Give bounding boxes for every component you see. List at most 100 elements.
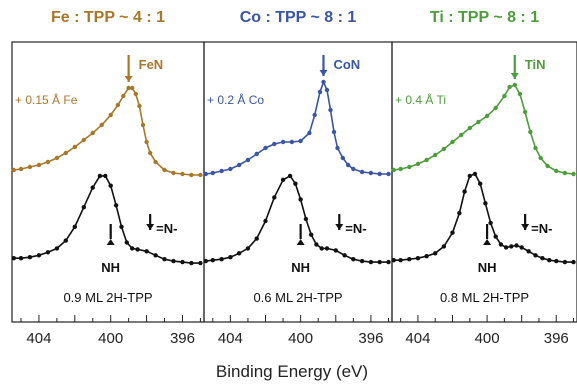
data-point bbox=[398, 166, 403, 172]
data-point bbox=[333, 248, 338, 253]
data-point bbox=[115, 102, 121, 108]
data-point bbox=[450, 230, 455, 235]
nitride-arrow bbox=[510, 55, 519, 79]
data-point bbox=[162, 257, 167, 262]
data-point bbox=[54, 155, 60, 161]
data-point bbox=[562, 259, 568, 265]
data-point bbox=[483, 201, 488, 206]
x-tick-label: 396 bbox=[358, 330, 383, 347]
data-point bbox=[368, 170, 374, 176]
data-point bbox=[36, 162, 42, 168]
data-point bbox=[351, 166, 356, 172]
nitride-arrow bbox=[319, 55, 328, 76]
metal-dose-label: + 0.4 Å Ti bbox=[395, 92, 446, 107]
data-point bbox=[228, 255, 233, 260]
data-point bbox=[11, 167, 16, 173]
data-point bbox=[545, 163, 550, 169]
data-point bbox=[309, 232, 314, 237]
data-point bbox=[137, 103, 142, 109]
data-point bbox=[554, 168, 559, 174]
data-point bbox=[90, 130, 95, 136]
data-point bbox=[81, 137, 87, 143]
data-point bbox=[433, 152, 438, 158]
data-point bbox=[538, 155, 543, 161]
nh-label: NH bbox=[478, 260, 497, 275]
data-point bbox=[27, 164, 33, 170]
data-point bbox=[72, 224, 78, 229]
data-point bbox=[509, 244, 514, 249]
data-point bbox=[45, 250, 51, 255]
data-point bbox=[153, 253, 158, 258]
plot-frame bbox=[203, 41, 393, 323]
data-point bbox=[498, 242, 504, 247]
data-point bbox=[533, 145, 538, 151]
data-point bbox=[359, 169, 365, 175]
data-point bbox=[45, 159, 51, 165]
data-point bbox=[18, 256, 24, 261]
data-point bbox=[335, 145, 340, 151]
data-point bbox=[189, 172, 194, 178]
data-point bbox=[331, 129, 337, 135]
x-axis-label: Binding Energy (eV) bbox=[216, 362, 368, 381]
panels-group: Fe : TPP ~ 4 : 1 404 400 396 + 0.15 Å Fe FeN N… bbox=[11, 9, 577, 347]
data-point bbox=[293, 181, 298, 186]
data-point bbox=[263, 218, 268, 224]
data-point bbox=[493, 105, 498, 111]
data-point bbox=[130, 85, 135, 91]
data-point bbox=[415, 256, 421, 261]
data-point bbox=[424, 157, 429, 163]
series-line-pristine bbox=[393, 172, 574, 263]
data-point bbox=[424, 254, 429, 259]
data-point bbox=[457, 210, 462, 216]
data-point bbox=[272, 141, 277, 147]
series-line-pristine bbox=[13, 175, 201, 264]
data-point bbox=[254, 151, 259, 157]
x-tick-label: 404 bbox=[26, 330, 51, 347]
metal-dose-label: + 0.2 Å Co bbox=[207, 92, 264, 107]
data-point bbox=[571, 171, 576, 177]
x-tick-label: 400 bbox=[475, 330, 500, 347]
nh-arrow bbox=[483, 224, 492, 245]
data-point bbox=[303, 216, 309, 222]
data-point bbox=[280, 139, 286, 145]
imine-arrow bbox=[146, 214, 155, 230]
data-point bbox=[72, 144, 78, 150]
nitride-label: TiN bbox=[525, 57, 546, 72]
data-point bbox=[298, 197, 303, 202]
data-point bbox=[472, 171, 478, 177]
data-point bbox=[503, 245, 509, 250]
data-point bbox=[528, 129, 533, 135]
data-point bbox=[415, 161, 421, 167]
data-point bbox=[312, 112, 317, 118]
data-point bbox=[198, 260, 203, 266]
data-point bbox=[307, 130, 312, 136]
data-point bbox=[467, 125, 472, 131]
data-point bbox=[162, 167, 167, 173]
data-point bbox=[81, 205, 87, 210]
data-point bbox=[502, 93, 507, 99]
data-point bbox=[533, 253, 538, 258]
data-point bbox=[148, 150, 153, 156]
panel-3: Ti : TPP ~ 8 : 1 404 400 396 + 0.4 Å Ti TiN NH… bbox=[391, 9, 577, 347]
data-point bbox=[507, 84, 512, 90]
data-point bbox=[386, 171, 391, 177]
nitride-label: FeN bbox=[139, 57, 164, 72]
data-point bbox=[484, 113, 490, 119]
data-point bbox=[407, 257, 412, 262]
data-point bbox=[391, 258, 396, 263]
data-point bbox=[462, 189, 467, 194]
data-point bbox=[319, 246, 324, 251]
data-point bbox=[321, 79, 326, 85]
data-point bbox=[140, 122, 146, 128]
data-point bbox=[108, 112, 113, 118]
data-point bbox=[377, 259, 382, 265]
data-point bbox=[219, 257, 224, 262]
data-point bbox=[450, 139, 455, 145]
data-point bbox=[554, 258, 559, 264]
data-point bbox=[144, 139, 149, 145]
nh-label: NH bbox=[291, 260, 310, 275]
data-point bbox=[126, 85, 131, 91]
data-point bbox=[522, 109, 528, 115]
data-point bbox=[488, 220, 493, 226]
data-point bbox=[135, 247, 140, 252]
